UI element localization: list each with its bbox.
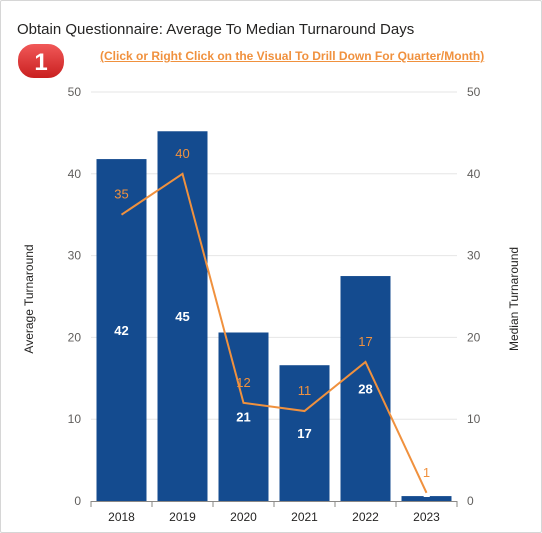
bar[interactable] bbox=[218, 332, 269, 501]
right-tick-label: 30 bbox=[467, 249, 481, 263]
bar[interactable] bbox=[157, 131, 208, 501]
right-axis-title: Median Turnaround bbox=[507, 247, 521, 351]
bar-series: 42 45 21 17 28 1 bbox=[96, 131, 452, 502]
x-tick-label: 2023 bbox=[413, 510, 440, 524]
bar[interactable] bbox=[96, 159, 147, 502]
line-series: 35 40 12 11 17 1 bbox=[114, 146, 430, 494]
step-number-badge: 1 bbox=[16, 42, 66, 80]
left-tick-label: 40 bbox=[68, 167, 82, 181]
badge-number: 1 bbox=[34, 49, 47, 76]
left-tick-label: 0 bbox=[74, 494, 81, 508]
line-data-label: 12 bbox=[236, 375, 250, 390]
line-data-label: 1 bbox=[423, 465, 430, 480]
bar-data-label: 17 bbox=[297, 426, 311, 441]
right-tick-label: 40 bbox=[467, 167, 481, 181]
right-tick-label: 0 bbox=[467, 494, 474, 508]
right-tick-label: 10 bbox=[467, 412, 481, 426]
bar[interactable] bbox=[401, 496, 452, 501]
left-axis-title: Average Turnaround bbox=[22, 244, 36, 353]
x-tick-label: 2022 bbox=[352, 510, 379, 524]
line-data-label: 35 bbox=[114, 187, 128, 202]
right-tick-label: 50 bbox=[467, 85, 481, 99]
line-data-label: 40 bbox=[175, 146, 189, 161]
line-data-label: 11 bbox=[298, 383, 312, 398]
x-tick-label: 2021 bbox=[291, 510, 318, 524]
x-tick-label: 2020 bbox=[230, 510, 257, 524]
bar-data-label: 45 bbox=[175, 309, 189, 324]
left-tick-label: 50 bbox=[68, 85, 82, 99]
line-data-label: 17 bbox=[358, 334, 372, 349]
bar-data-label: 28 bbox=[358, 382, 372, 397]
bar-data-label: 21 bbox=[236, 410, 250, 425]
median-line[interactable] bbox=[120, 172, 428, 494]
chart-title: Obtain Questionnaire: Average To Median … bbox=[17, 21, 415, 38]
left-tick-label: 30 bbox=[68, 249, 82, 263]
x-axis: 2018 2019 2020 2021 2022 2023 bbox=[90, 501, 458, 524]
right-axis-ticks: 0 10 20 30 40 50 bbox=[467, 85, 481, 508]
x-tick-label: 2018 bbox=[108, 510, 135, 524]
gridlines bbox=[91, 91, 457, 420]
x-tick-label: 2019 bbox=[169, 510, 196, 524]
drill-down-link[interactable]: (Click or Right Click on the Visual To D… bbox=[100, 49, 485, 63]
left-tick-label: 20 bbox=[68, 330, 82, 344]
bar-data-label: 42 bbox=[114, 323, 128, 338]
bar[interactable] bbox=[340, 276, 391, 501]
right-tick-label: 20 bbox=[467, 330, 481, 344]
bar[interactable] bbox=[279, 365, 330, 501]
left-axis-ticks: 0 10 20 30 40 50 bbox=[68, 85, 82, 508]
left-tick-label: 10 bbox=[68, 412, 82, 426]
